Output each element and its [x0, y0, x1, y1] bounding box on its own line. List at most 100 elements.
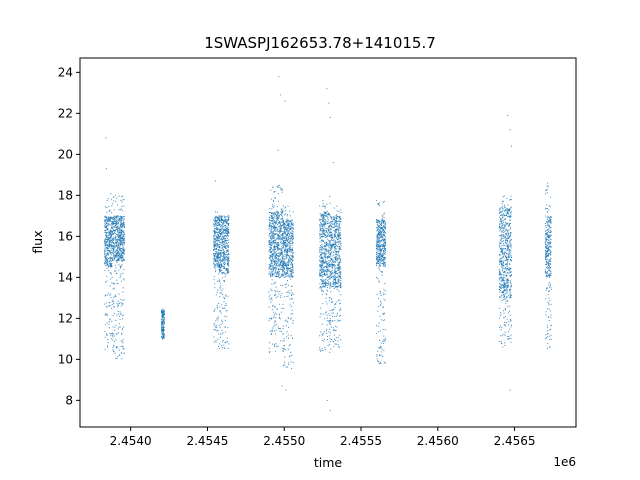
data-point	[278, 275, 280, 277]
data-point	[118, 232, 120, 234]
data-point	[329, 278, 331, 280]
data-point	[291, 232, 293, 234]
data-point	[269, 217, 271, 219]
data-point	[163, 313, 165, 315]
data-point	[270, 333, 272, 335]
data-point	[225, 269, 227, 271]
data-point	[219, 266, 221, 268]
data-point	[321, 249, 323, 251]
data-point	[286, 237, 288, 239]
data-point	[120, 247, 122, 249]
data-point	[290, 225, 292, 227]
data-point	[333, 279, 335, 281]
data-point	[333, 215, 335, 217]
data-point	[277, 236, 279, 238]
data-point	[328, 244, 330, 246]
data-point	[288, 224, 290, 226]
data-point	[320, 230, 322, 232]
data-point	[280, 264, 282, 266]
data-point	[325, 213, 327, 215]
data-point	[106, 248, 108, 250]
data-point	[321, 259, 323, 261]
data-point	[228, 261, 230, 263]
data-point	[215, 245, 217, 247]
data-point	[286, 268, 288, 270]
data-point	[121, 257, 123, 259]
data-point	[326, 273, 328, 275]
data-point	[272, 250, 274, 252]
data-point	[335, 225, 337, 227]
data-point	[119, 239, 121, 241]
data-point	[324, 223, 326, 225]
data-point	[322, 270, 324, 272]
data-point	[278, 270, 280, 272]
data-point	[325, 312, 327, 314]
data-point	[274, 275, 276, 277]
data-point	[217, 251, 219, 253]
data-point	[378, 238, 380, 240]
data-point	[118, 253, 120, 255]
data-point	[223, 245, 225, 247]
data-point	[223, 228, 225, 230]
data-point	[120, 243, 122, 245]
data-point	[288, 230, 290, 232]
data-point	[276, 258, 278, 260]
data-point	[121, 239, 123, 241]
data-point	[322, 261, 324, 263]
data-point	[332, 269, 334, 271]
data-point	[111, 232, 113, 234]
data-point	[105, 253, 107, 255]
data-point	[377, 256, 379, 258]
data-point	[271, 215, 273, 217]
data-point	[330, 321, 332, 323]
data-point	[292, 231, 294, 233]
data-point	[379, 248, 381, 250]
data-point	[378, 260, 380, 262]
data-point	[271, 216, 273, 218]
data-point	[335, 222, 337, 224]
data-point	[338, 279, 340, 281]
data-point	[339, 266, 341, 268]
data-point	[107, 224, 109, 226]
data-point	[217, 256, 219, 258]
data-point	[278, 216, 280, 218]
data-point	[381, 234, 383, 236]
data-point	[223, 227, 225, 229]
data-point	[283, 226, 285, 228]
data-point	[163, 320, 165, 322]
data-point	[384, 261, 386, 263]
data-point	[282, 270, 284, 272]
data-point	[226, 310, 228, 312]
data-point	[326, 244, 328, 246]
data-point	[120, 234, 122, 236]
data-point	[285, 239, 287, 241]
data-point	[115, 270, 117, 272]
data-point	[277, 308, 279, 310]
data-point	[112, 258, 114, 260]
data-point	[109, 333, 111, 335]
data-point	[279, 215, 281, 217]
data-point	[280, 243, 282, 245]
data-point	[378, 255, 380, 257]
data-point	[321, 217, 323, 219]
data-point	[219, 219, 221, 221]
data-point	[162, 315, 164, 317]
data-point	[327, 232, 328, 234]
data-point	[163, 322, 165, 324]
data-point	[269, 243, 271, 245]
data-point	[110, 249, 112, 251]
data-point	[106, 247, 108, 249]
data-point	[104, 256, 106, 258]
data-point	[109, 232, 111, 234]
data-point	[384, 250, 386, 252]
data-point	[382, 220, 384, 222]
data-point	[219, 228, 221, 230]
data-point	[382, 313, 384, 315]
data-point	[220, 222, 222, 224]
data-point	[113, 219, 115, 221]
data-point	[118, 234, 120, 236]
data-point	[121, 251, 123, 253]
data-point	[281, 264, 283, 266]
data-point	[213, 226, 215, 228]
data-point	[287, 262, 289, 264]
